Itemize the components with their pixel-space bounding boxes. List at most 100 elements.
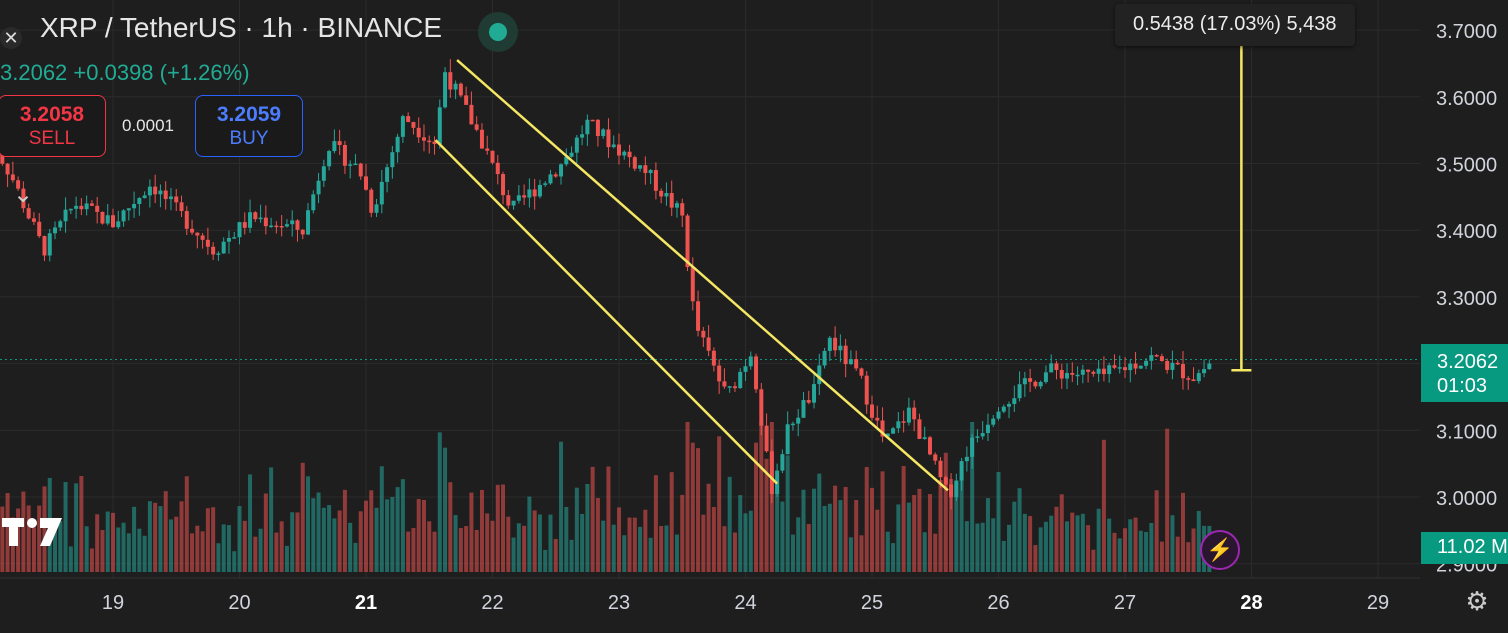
volume-bar [606,466,611,572]
candle-body [938,460,943,478]
candle-body [1007,404,1012,407]
candle-body [290,220,295,225]
candle-body [111,215,115,228]
candle-body [253,212,258,220]
volume-bar [406,531,411,572]
candle-body [827,337,832,351]
candle-body [727,386,732,388]
volume-tag: 11.02 M [1421,532,1508,564]
volume-bar [174,516,179,572]
volume-bar [464,526,469,572]
volume-bar [147,501,152,572]
candle-body [606,129,611,148]
volume-bar [1075,515,1080,572]
candle-body [1149,355,1154,361]
candle-body [870,404,874,418]
bar-countdown: 01:03 [1437,375,1488,397]
volume-bar [790,534,795,572]
price-axis[interactable]: 3.70003.60003.50003.40003.30003.20003.10… [1436,21,1497,577]
volume-bar [353,542,358,572]
volume-bar [253,536,258,572]
volume-bar [132,506,137,572]
volume-bar [1017,488,1022,572]
sell-button[interactable]: 3.2058 SELL [0,95,106,157]
volume-bar [595,498,600,572]
settings-gear-icon[interactable]: ⚙ [1465,586,1489,616]
volume-bar [532,510,537,572]
volume-bar [1028,516,1033,572]
candle-body [880,420,885,437]
volume-bar [875,509,880,572]
close-icon[interactable]: ✕ [0,27,22,49]
volume-bar [205,508,210,572]
candle-body [121,210,126,222]
candle-body [664,193,669,197]
candle-body [632,157,637,169]
volume-bar [1191,528,1196,572]
volume-bar [190,533,195,572]
candle-body [722,381,727,387]
candle-body [559,164,564,177]
volume-bar [543,549,548,572]
candle-body [421,137,426,141]
volume-bar [516,523,521,572]
volume-bar [1138,530,1143,572]
candle-body [432,141,437,145]
volume-bar [933,533,938,572]
buy-button[interactable]: 3.2059 BUY [195,95,303,157]
candle-body [917,419,922,439]
drawing-annotations[interactable] [434,46,1252,492]
candle-body [1117,367,1122,369]
volume-bar [980,522,985,572]
volume-bar [226,525,231,572]
volume-bar [1022,513,1027,572]
candle-body [912,407,917,420]
volume-bar [785,455,790,572]
candle-body [211,246,216,255]
candle-body [685,215,690,268]
lightning-icon[interactable]: ⚡ [1200,530,1240,570]
symbol-title[interactable]: XRP / TetherUS · 1h · BINANCE [40,12,442,43]
candle-body [970,437,975,457]
volume-bar [279,521,284,572]
candle-body [516,195,521,201]
candle-body [495,162,500,175]
candle-body [653,170,658,191]
candle-body [1175,362,1180,365]
candle-body [68,208,73,211]
candle-body [132,204,137,209]
volume-bar [938,480,943,572]
candle-body [295,220,300,230]
volume-bar [880,471,885,572]
candle-body [933,454,938,461]
volume-bar [1080,513,1085,572]
candle-body [1080,369,1085,375]
volume-bar [1038,527,1043,572]
volume-bar [432,531,437,572]
volume-bar [669,472,674,572]
volume-bar [105,511,110,572]
volume-bar [564,507,569,572]
candle-body [891,428,896,434]
volume-bar [711,507,716,572]
time-axis[interactable]: 19 20 21 22 23 24 25 26 27 28 29 [102,592,1389,614]
volume-bar [1175,536,1180,572]
channel-trend-line[interactable] [456,59,949,492]
volume-bar [1128,519,1133,572]
volume-bar [1054,506,1059,572]
volume-bar [100,530,105,572]
volume-bar [627,517,632,572]
volume-bar [284,545,289,572]
candle-body [585,119,590,135]
channel-trend-line[interactable] [434,139,779,485]
candle-body [611,144,616,148]
volume-bar [780,501,785,572]
x-tick-label: 24 [734,592,756,614]
chevron-down-icon[interactable]: ⌄ [12,181,34,208]
volume-bar [906,502,911,572]
x-tick-label: 28 [1240,592,1262,614]
candle-body [400,116,405,137]
volume-bar [1154,490,1159,572]
candle-body [374,204,379,213]
